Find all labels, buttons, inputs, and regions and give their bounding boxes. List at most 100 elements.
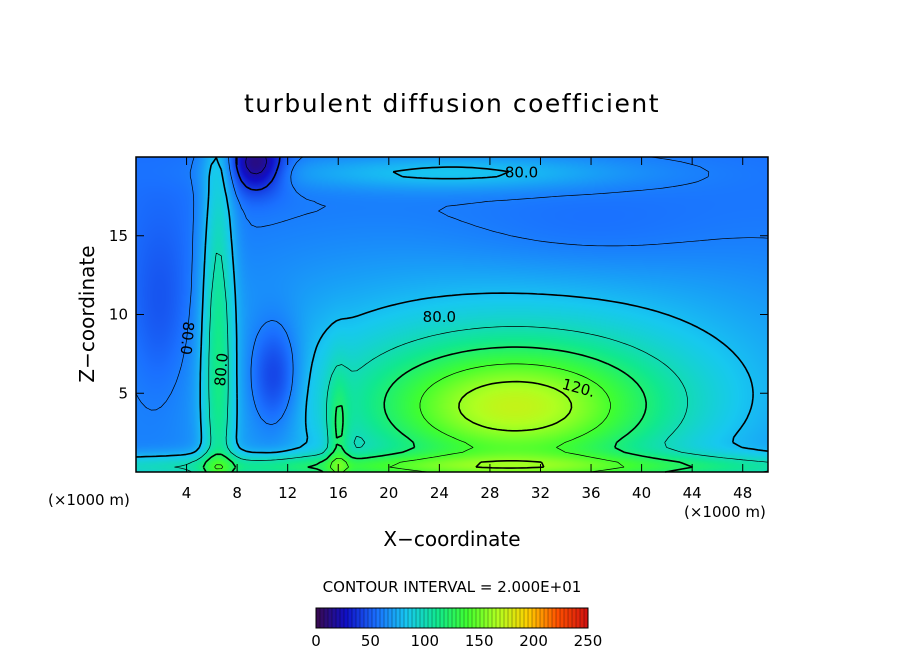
contour-line-80 <box>135 157 769 458</box>
colorbar-cell <box>576 608 581 628</box>
colorbar-cell <box>476 608 481 628</box>
colorbar-tick-label: 50 <box>361 632 380 650</box>
x-axis: 4 8 12 16 20 24 28 32 36 40 44 48 <box>182 157 752 502</box>
colorbar-cell <box>376 608 381 628</box>
colorbar-cell <box>356 608 361 628</box>
x-tick-label: 44 <box>683 484 702 502</box>
colorbar-cell <box>572 608 577 628</box>
y-axis: 5 10 15 <box>109 227 768 402</box>
x-tick-label: 48 <box>733 484 752 502</box>
colorbar-cell <box>552 608 557 628</box>
colorbar-cell <box>568 608 573 628</box>
colorbar-cell <box>380 608 385 628</box>
colorbar-cell <box>468 608 473 628</box>
x-axis-label: X−coordinate <box>383 527 520 551</box>
colorbar-cell <box>484 608 489 628</box>
colorbar-tick-label: 0 <box>311 632 321 650</box>
colorbar-cells <box>315 608 589 628</box>
contour-label: 80.0 <box>177 321 198 356</box>
colorbar-cell <box>320 608 325 628</box>
x-unit-right: (×1000 m) <box>684 503 766 521</box>
colorbar-cell <box>324 608 329 628</box>
contour-line-60 <box>135 156 769 426</box>
colorbar-tick-labels: 0 50 100 150 200 250 <box>311 632 602 650</box>
chart-title: turbulent diffusion coefficient <box>244 89 660 118</box>
heatmap-field <box>136 157 768 472</box>
contour-lines <box>135 156 769 473</box>
colorbar-cell <box>448 608 453 628</box>
y-tick-label: 15 <box>109 227 128 245</box>
colorbar-cell <box>504 608 509 628</box>
colorbar-cell <box>584 608 589 628</box>
colorbar-cell <box>512 608 517 628</box>
colorbar-cell <box>364 608 369 628</box>
colorbar-cell <box>580 608 585 628</box>
x-tick-label: 40 <box>632 484 651 502</box>
contour-line-160 <box>458 380 573 469</box>
colorbar-cell <box>412 608 417 628</box>
colorbar-cell <box>400 608 405 628</box>
colorbar-cell <box>352 608 357 628</box>
colorbar-tick-label: 150 <box>465 632 494 650</box>
contour-label: 80.0 <box>211 352 232 387</box>
colorbar-tick-label: 200 <box>519 632 548 650</box>
colorbar-cell <box>544 608 549 628</box>
colorbar-cell <box>440 608 445 628</box>
colorbar-cell <box>424 608 429 628</box>
colorbar-cell <box>316 608 321 628</box>
x-unit-left: (×1000 m) <box>48 491 130 509</box>
colorbar-cell <box>340 608 345 628</box>
colorbar-cell <box>420 608 425 628</box>
colorbar-frame <box>315 607 589 629</box>
colorbar-cell <box>336 608 341 628</box>
colorbar-cell <box>492 608 497 628</box>
contour-line-40 <box>235 156 281 191</box>
colorbar-cell <box>532 608 537 628</box>
colorbar-cell <box>456 608 461 628</box>
colorbar-cell <box>524 608 529 628</box>
y-tick-label: 5 <box>118 384 128 402</box>
x-tick-label: 8 <box>232 484 242 502</box>
x-tick-label: 4 <box>182 484 192 502</box>
contour-label: 80.0 <box>423 308 456 326</box>
colorbar-cell <box>436 608 441 628</box>
colorbar-cell <box>396 608 401 628</box>
x-tick-label: 20 <box>379 484 398 502</box>
colorbar-cell <box>548 608 553 628</box>
y-axis-label: Z−coordinate <box>75 245 99 382</box>
colorbar-cell <box>328 608 333 628</box>
x-tick-label: 12 <box>278 484 297 502</box>
colorbar-cell <box>528 608 533 628</box>
colorbar-cell <box>472 608 477 628</box>
colorbar-cell <box>384 608 389 628</box>
colorbar-cell <box>500 608 505 628</box>
colorbar-cell <box>344 608 349 628</box>
contour-line-120 <box>202 346 693 473</box>
colorbar-cell <box>540 608 545 628</box>
colorbar-cell <box>408 608 413 628</box>
colorbar-cell <box>332 608 337 628</box>
x-tick-label: 16 <box>329 484 348 502</box>
colorbar-cell <box>488 608 493 628</box>
colorbar-cell <box>404 608 409 628</box>
colorbar-cell <box>372 608 377 628</box>
x-tick-label: 36 <box>581 484 600 502</box>
x-tick-label: 28 <box>480 484 499 502</box>
colorbar-cell <box>460 608 465 628</box>
colorbar-cell <box>464 608 469 628</box>
colorbar-cell <box>496 608 501 628</box>
colorbar-cell <box>508 608 513 628</box>
colorbar-cell <box>368 608 373 628</box>
colorbar-cell <box>348 608 353 628</box>
contour-line-140 <box>214 363 625 473</box>
colorbar-cell <box>388 608 393 628</box>
colorbar: 0 50 100 150 200 250 <box>311 607 602 650</box>
y-tick-label: 10 <box>109 306 128 324</box>
colorbar-cell <box>516 608 521 628</box>
colorbar-tick-label: 100 <box>410 632 439 650</box>
colorbar-cell <box>428 608 433 628</box>
colorbar-cell <box>416 608 421 628</box>
colorbar-cell <box>520 608 525 628</box>
